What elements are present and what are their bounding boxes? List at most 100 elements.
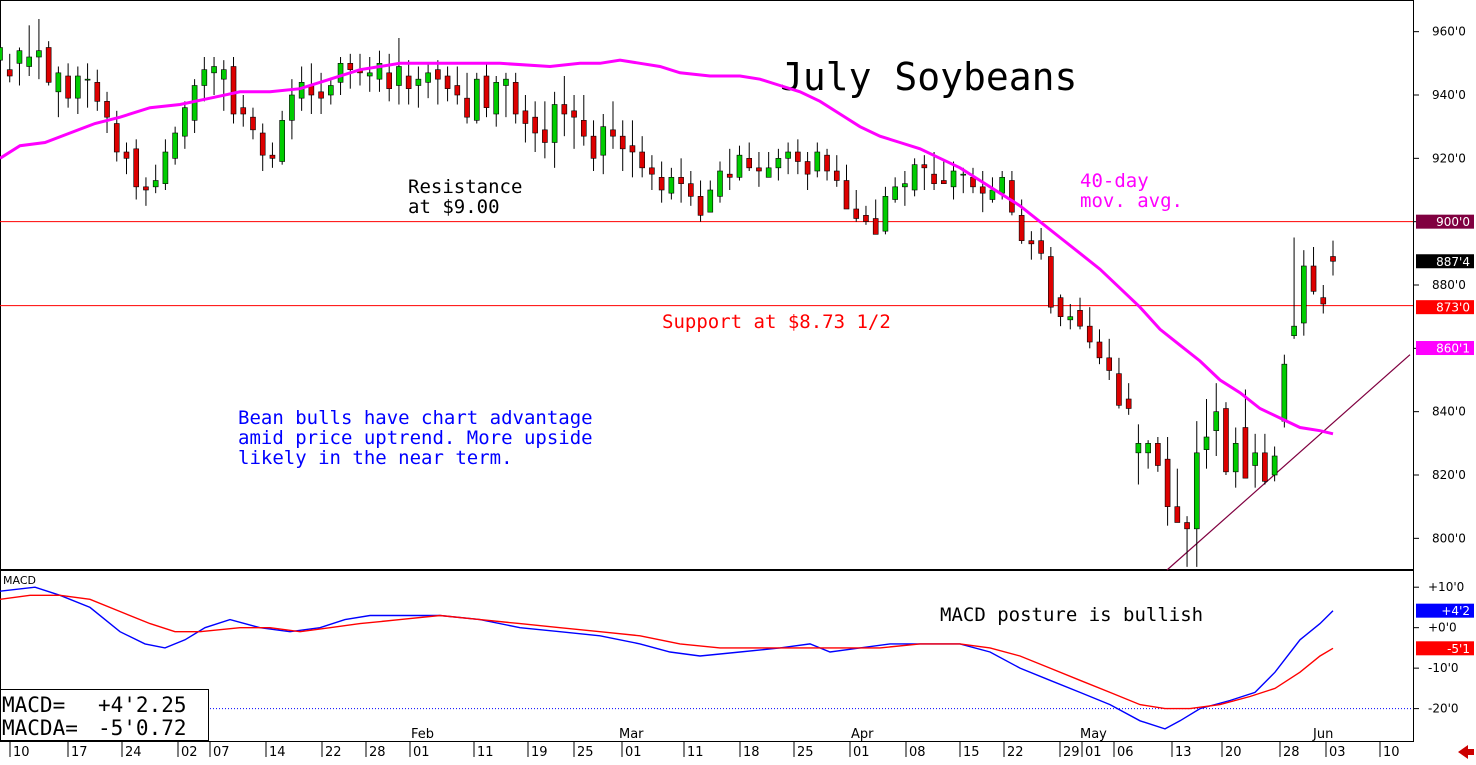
candle-body [746,158,753,169]
candle-body [240,107,247,115]
candle-body [16,50,23,64]
candle-body [619,135,626,150]
candle-body [1048,256,1054,308]
macd-tag: -5'1 [1447,642,1470,656]
candle-body [843,180,850,210]
candle-body [1203,436,1210,450]
candle-body [123,151,130,159]
candle-body [561,104,568,115]
date-label: 28 [369,745,386,760]
price-tag-bg [1416,300,1474,315]
date-label: 10 [1383,745,1400,760]
candle-body [551,104,558,143]
candle-body [814,151,821,172]
candle-body [610,129,616,137]
candle-body [649,167,655,175]
candle-body [1009,180,1015,213]
candle-body [328,85,334,96]
candle-body [804,161,811,175]
price-tag-bg [1416,254,1474,269]
candle-body [454,85,461,96]
candle-body [65,75,71,99]
candle-body [765,167,772,178]
macda-line [0,594,1334,710]
candle-body [36,50,42,58]
candle-body [1057,297,1064,317]
candle-body [1310,265,1317,292]
candle-body [775,158,782,169]
price-tag: 860'1 [1436,342,1470,356]
candle-body [795,151,801,162]
candle-body [201,69,208,86]
price-axis-label: 840'0 [1432,405,1466,419]
date-label: 29 [1063,745,1080,760]
date-label: 02 [181,745,198,760]
candle-body [1145,443,1151,454]
candle-body [863,215,869,222]
candle-body [1174,506,1181,523]
scroll-left-arrow-icon[interactable] [1458,745,1474,759]
candle-body [1271,455,1278,476]
month-label-jun: Jun [1312,727,1333,742]
candle-body [999,177,1005,194]
date-label: 01 [1085,745,1102,760]
candle-body [512,82,519,115]
candle-body [366,72,373,77]
candle-body [503,78,509,86]
candle-body [1184,522,1190,530]
candle-body [1193,452,1200,530]
candle-body [250,116,256,131]
date-label: 18 [743,745,760,760]
date-label: 08 [909,745,926,760]
date-label: 25 [797,745,814,760]
candle-body [629,145,636,153]
candle-body [279,120,285,162]
price-axis-label: 800'0 [1432,531,1466,545]
candle-body [0,47,3,61]
candle-body [658,177,665,191]
macd-readout-label: MACD= [2,693,65,717]
date-label: 06 [1117,745,1134,760]
month-label-mar: Mar [619,727,644,742]
candle-body [1281,363,1288,422]
candle-body [1252,452,1258,466]
candle-body [892,186,898,200]
price-panel-frame [0,0,1414,570]
candle-body [172,132,178,159]
date-label: 01 [625,745,642,760]
candle-body [493,82,500,115]
resistance-label-line2: at $9.00 [408,196,500,218]
candle-body [726,173,733,178]
candle-body [386,72,392,89]
candle-body [678,177,684,184]
candle-body [337,63,344,83]
macd-axis-label: +10'0 [1428,580,1464,594]
date-label: 01 [853,745,870,760]
candle-body [736,154,743,178]
date-label: 10 [13,745,30,760]
candle-body [1301,265,1307,324]
candle-body [668,177,675,194]
candle-body [318,91,324,99]
candle-body [571,110,577,118]
candle-body [1125,398,1132,409]
candle-body [872,218,879,235]
candle-body [785,151,791,159]
candle-body [1018,215,1025,241]
candle-body [639,151,645,169]
resistance-label-line1: Resistance [408,176,522,198]
macd-tag-bg [1416,641,1474,656]
candle-body [45,47,52,83]
candle-body [707,189,714,213]
commentary-line1: Bean bulls have chart advantage [238,407,593,429]
date-label: 14 [269,745,286,760]
candle-body [415,78,422,86]
candle-body [1116,373,1122,406]
macd-axis-label: -10'0 [1428,661,1459,675]
commentary-line2: amid price uptrend. More upside [238,427,593,449]
price-axis-label: 940'0 [1432,88,1466,102]
candle-body [717,170,723,197]
candle-body [1164,458,1171,507]
date-label: 13 [1175,745,1192,760]
macd-tag: +4'2 [1441,604,1470,618]
